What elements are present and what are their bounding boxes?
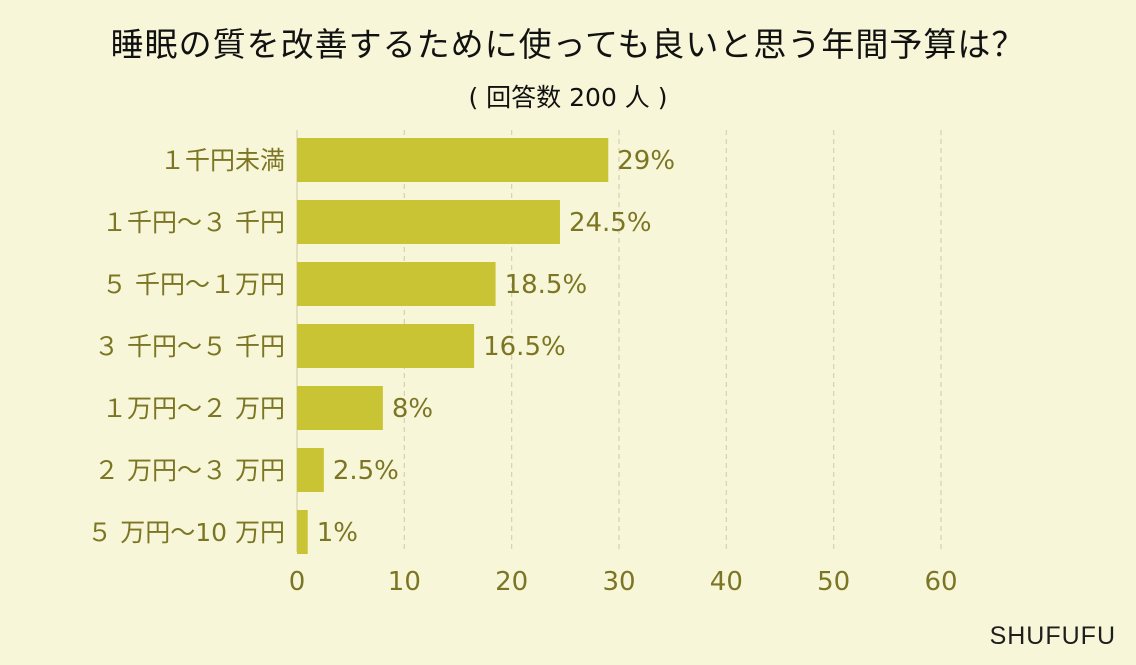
data-label: 29% [617, 146, 675, 176]
x-tick-label: 40 [710, 567, 743, 597]
bar [297, 448, 324, 492]
data-label: 18.5% [505, 270, 588, 300]
data-label: 16.5% [483, 332, 566, 362]
brand-logo: SHUFUFU [989, 622, 1116, 650]
bar [297, 262, 496, 306]
x-tick-label: 60 [924, 567, 957, 597]
data-label: 8% [392, 394, 433, 424]
chart-subtitle: ( 回答数 200 人 ) [468, 83, 668, 112]
category-label: １千円未満 [160, 146, 285, 175]
category-label: １千円～３ 千円 [102, 208, 285, 237]
category-label: ２ 万円～３ 万円 [94, 456, 285, 485]
x-tick-label: 0 [289, 567, 306, 597]
bar [297, 138, 609, 182]
chart-title: 睡眠の質を改善するために使っても良いと思う年間予算は？ [110, 25, 1026, 64]
data-label: 2.5% [333, 456, 399, 486]
category-label: １万円～２ 万円 [102, 394, 285, 423]
x-tick-label: 20 [495, 567, 528, 597]
bar [297, 510, 308, 554]
data-label: 1% [317, 518, 358, 548]
category-label: ３ 千円～５ 千円 [94, 332, 285, 361]
bar [297, 386, 383, 430]
bar [297, 324, 475, 368]
category-label: ５ 千円～１万円 [102, 270, 285, 299]
x-tick-label: 50 [817, 567, 850, 597]
x-tick-label: 30 [602, 567, 635, 597]
x-tick-label: 10 [388, 567, 421, 597]
bar [297, 200, 560, 244]
data-label: 24.5% [569, 208, 652, 238]
category-label: ５ 万円～10 万円 [87, 518, 285, 547]
